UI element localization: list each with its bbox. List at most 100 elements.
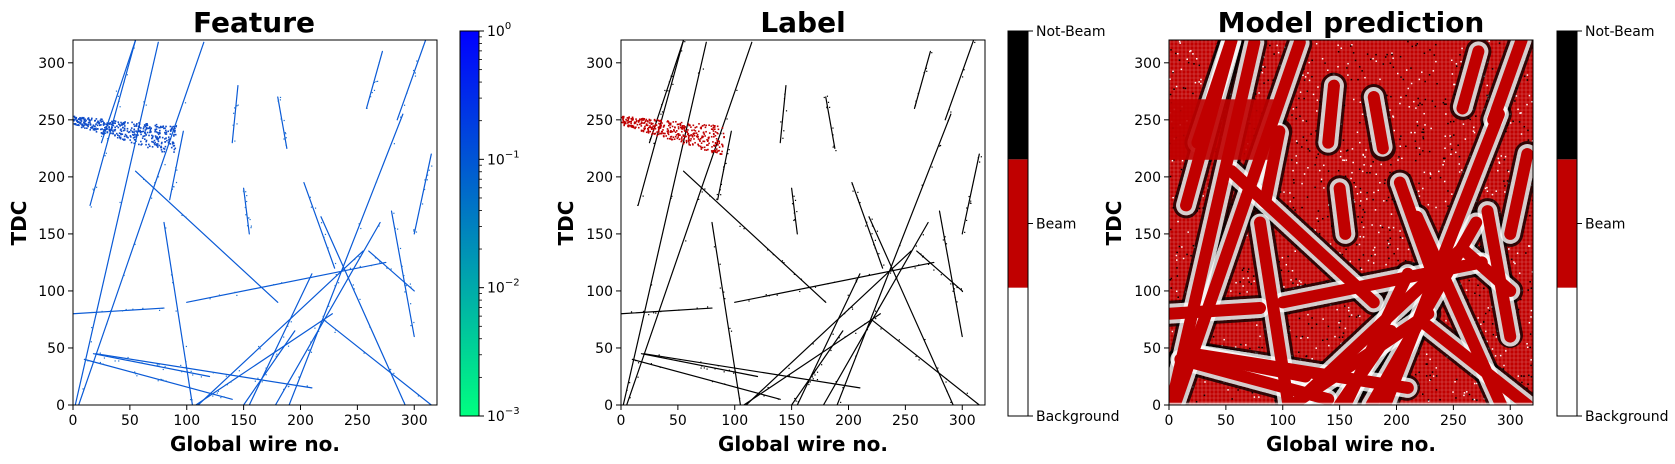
beam-hit <box>158 131 161 134</box>
beam-hit <box>622 117 625 119</box>
hit <box>871 225 874 227</box>
x-axis-label: Global wire no. <box>718 432 888 456</box>
beam-hit <box>693 129 695 131</box>
hit <box>165 227 167 229</box>
hit <box>868 273 870 276</box>
hit <box>325 320 327 322</box>
beam-hit <box>699 140 701 142</box>
hit <box>660 113 662 115</box>
beam-hit <box>171 126 173 128</box>
hit <box>667 90 669 92</box>
y-tick-label: 200 <box>1134 170 1161 186</box>
plot-frame <box>1168 39 1534 406</box>
beam-hit <box>712 126 715 129</box>
hit <box>855 281 858 283</box>
hit <box>726 118 728 120</box>
noise-pixel <box>1405 69 1408 71</box>
y-axis-label: TDC <box>554 201 578 246</box>
beam-hit <box>169 125 172 128</box>
noise-pixel <box>1357 78 1359 81</box>
noise-pixel <box>1500 155 1503 157</box>
beam-hit <box>155 144 158 147</box>
hit <box>856 194 858 197</box>
beam-hit <box>711 151 714 153</box>
hit <box>840 401 842 403</box>
beam-hit <box>166 139 168 142</box>
beam-hit <box>80 120 83 122</box>
noise-pixel <box>1358 258 1360 261</box>
colorbar-tick-label: 100 <box>487 21 511 40</box>
hit <box>306 385 308 387</box>
beam-hit <box>698 144 700 147</box>
beam-hit <box>153 143 156 145</box>
beam-hit <box>102 123 105 126</box>
noise-pixel <box>1422 131 1425 134</box>
noise-pixel <box>1498 42 1501 44</box>
beam-hit <box>172 128 175 131</box>
track-segment <box>868 216 954 405</box>
beam-hit <box>712 132 715 135</box>
hit <box>160 378 162 380</box>
beam-hit <box>74 118 76 121</box>
noise-pixel <box>1504 191 1506 193</box>
hit <box>246 213 248 215</box>
beam-hit <box>702 135 704 138</box>
noise-pixel <box>1173 159 1175 161</box>
noise-pixel <box>1478 294 1481 297</box>
noise-pixel <box>1387 242 1390 245</box>
beam-hit <box>714 134 717 137</box>
noise-pixel <box>1247 277 1250 279</box>
noise-pixel <box>1486 190 1489 192</box>
beam-hit <box>657 119 660 122</box>
hit <box>629 397 631 399</box>
hit <box>287 325 289 327</box>
noise-pixel <box>1241 269 1244 271</box>
beam-hit <box>87 118 89 120</box>
beam-hit <box>113 122 115 124</box>
noise-pixel <box>1306 196 1309 198</box>
beam-hit <box>79 119 82 121</box>
beam-hit <box>75 117 77 120</box>
noise-pixel <box>1451 193 1453 195</box>
beam-hit <box>633 122 636 125</box>
beam-hit <box>130 141 133 144</box>
hit <box>931 166 933 168</box>
hit <box>393 212 395 214</box>
beam-hit <box>622 115 625 118</box>
noise-pixel <box>1526 343 1528 345</box>
beam-hit <box>723 136 725 138</box>
noise-pixel <box>1180 68 1183 71</box>
hit <box>287 345 290 347</box>
beam-hit <box>664 132 666 135</box>
hit <box>714 368 716 370</box>
beam-hit <box>657 130 660 133</box>
hit <box>283 388 285 390</box>
noise-pixel <box>1435 389 1438 391</box>
beam-hit <box>693 138 695 140</box>
beam-hit <box>700 146 703 149</box>
hit <box>318 330 320 332</box>
noise-pixel <box>1425 363 1428 365</box>
beam-hit <box>145 134 148 136</box>
noise-pixel <box>1170 49 1172 51</box>
hit <box>337 282 340 284</box>
beam-hit <box>90 126 92 129</box>
track-segment <box>779 85 787 144</box>
beam-hit <box>687 137 690 140</box>
x-tick-label: 150 <box>1326 413 1353 429</box>
hit <box>672 83 674 85</box>
beam-hit <box>714 149 716 152</box>
hit <box>814 286 817 288</box>
track-segment <box>186 261 387 303</box>
hit <box>234 140 236 142</box>
noise-pixel <box>1389 171 1391 174</box>
hit <box>150 197 153 199</box>
noise-pixel <box>1397 248 1399 250</box>
hit <box>126 74 128 76</box>
beam-hit <box>659 124 662 127</box>
beam-hit <box>627 117 630 119</box>
hit <box>379 261 381 263</box>
hit <box>767 249 769 251</box>
beam-hit <box>145 124 148 127</box>
beam-hit <box>174 129 176 132</box>
